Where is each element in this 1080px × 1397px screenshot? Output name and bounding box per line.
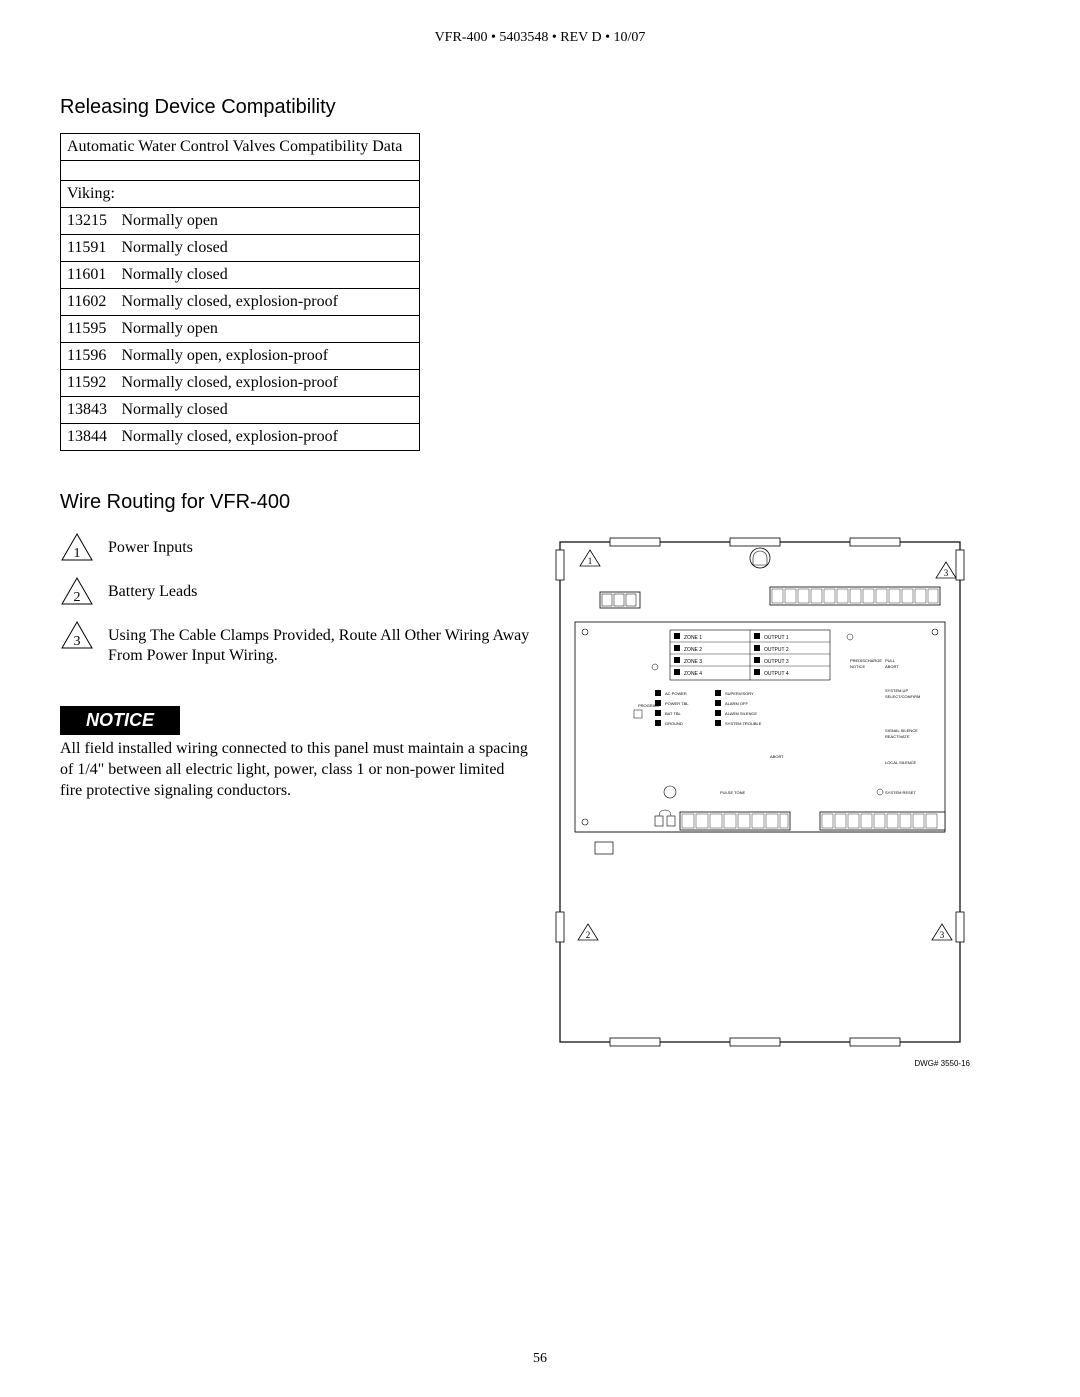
callout-text: Using The Cable Clamps Provided, Route A… [108,620,530,666]
document-header: VFR-400 • 5403548 • REV D • 10/07 [60,30,1020,46]
notice-badge: NOTICE [60,706,180,735]
two-column-layout: 1 Power Inputs 2 Battery Leads 3 [60,532,1020,1068]
svg-text:SUPERVISORY: SUPERVISORY [725,691,754,696]
callout-row: 2 Battery Leads [60,576,530,606]
svg-text:ABORT: ABORT [885,664,899,669]
svg-text:PULL: PULL [885,658,896,663]
desc-cell: Normally closed [116,262,420,289]
svg-text:OUTPUT 2: OUTPUT 2 [764,647,789,653]
svg-text:BAT TBL: BAT TBL [665,711,682,716]
page: VFR-400 • 5403548 • REV D • 10/07 Releas… [0,0,1080,1397]
notice-text: All field installed wiring connected to … [60,739,530,801]
desc-cell: Normally closed [116,397,420,424]
wire-routing-section: Wire Routing for VFR-400 1 Power Inputs … [60,491,1020,1068]
svg-text:LOCAL SILENCE: LOCAL SILENCE [885,760,917,765]
svg-text:NOTICE: NOTICE [850,664,865,669]
table-row: 11595Normally open [61,316,420,343]
svg-text:SYSTEM RESET: SYSTEM RESET [885,790,916,795]
svg-text:GROUND: GROUND [665,721,683,726]
code-cell: 11601 [61,262,116,289]
svg-text:OUTPUT 1: OUTPUT 1 [764,635,789,641]
section-heading-wire-routing: Wire Routing for VFR-400 [60,491,1020,514]
svg-text:ZONE 2: ZONE 2 [684,647,702,653]
table-blank-row [61,161,420,181]
drawing-number: DWG# 3550-16 [550,1059,970,1068]
svg-text:ZONE 1: ZONE 1 [684,635,702,641]
svg-text:3: 3 [944,568,949,578]
table-row: 11592Normally closed, explosion-proof [61,370,420,397]
svg-text:ZONE 3: ZONE 3 [684,659,702,665]
code-cell: 11592 [61,370,116,397]
desc-cell: Normally open [116,208,420,235]
svg-text:1: 1 [588,556,593,566]
code-cell: 11596 [61,343,116,370]
table-row: 11601Normally closed [61,262,420,289]
svg-text:PROGRAM: PROGRAM [638,703,659,708]
table-row: 13843Normally closed [61,397,420,424]
triangle-marker-icon: 1 [60,532,94,562]
svg-text:2: 2 [586,930,591,940]
section-heading-compatibility: Releasing Device Compatibility [60,96,1020,119]
svg-text:SYSTEM TROUBLE: SYSTEM TROUBLE [725,721,762,726]
table-row: 11591Normally closed [61,235,420,262]
table-title-cell: Automatic Water Control Valves Compatibi… [61,134,420,161]
svg-text:ABORT: ABORT [770,754,784,759]
callout-row: 3 Using The Cable Clamps Provided, Route… [60,620,530,666]
svg-text:POWER TBL: POWER TBL [665,701,689,706]
desc-cell: Normally open, explosion-proof [116,343,420,370]
svg-text:PULSE TONE: PULSE TONE [720,790,746,795]
svg-text:ALARM OFF: ALARM OFF [725,701,748,706]
code-cell: 13215 [61,208,116,235]
svg-text:SIGNAL SILENCE: SIGNAL SILENCE [885,728,918,733]
desc-cell: Normally closed, explosion-proof [116,289,420,316]
triangle-marker-icon: 3 [60,620,94,650]
table-brand-row: Viking: [61,181,420,208]
code-cell: 13843 [61,397,116,424]
svg-text:OUTPUT 3: OUTPUT 3 [764,659,789,665]
svg-text:1: 1 [74,546,81,561]
table-row: 11602Normally closed, explosion-proof [61,289,420,316]
table-row: 13215Normally open [61,208,420,235]
callout-text: Battery Leads [108,576,197,602]
code-cell: 11602 [61,289,116,316]
callout-row: 1 Power Inputs [60,532,530,562]
code-cell: 11595 [61,316,116,343]
svg-text:3: 3 [74,634,81,649]
svg-text:ZONE 4: ZONE 4 [684,671,702,677]
svg-text:OUTPUT 4: OUTPUT 4 [764,671,789,677]
desc-cell: Normally closed [116,235,420,262]
code-cell: 11591 [61,235,116,262]
triangle-marker-icon: 2 [60,576,94,606]
svg-text:2: 2 [74,590,81,605]
svg-text:SELECT/CONFIRM: SELECT/CONFIRM [885,694,920,699]
desc-cell: Normally open [116,316,420,343]
table-row: 13844Normally closed, explosion-proof [61,424,420,451]
svg-text:3: 3 [940,930,945,940]
wiring-diagram: ZONE 1 ZONE 2 ZONE 3 ZONE 4 OUTPUT 1 OUT… [550,532,970,1068]
desc-cell: Normally closed, explosion-proof [116,370,420,397]
page-number: 56 [0,1351,1080,1367]
compatibility-table: Automatic Water Control Valves Compatibi… [60,133,420,451]
callout-text: Power Inputs [108,532,193,558]
panel-diagram-svg: ZONE 1 ZONE 2 ZONE 3 ZONE 4 OUTPUT 1 OUT… [550,532,970,1052]
svg-text:PREDISCHARGE: PREDISCHARGE [850,658,882,663]
code-cell: 13844 [61,424,116,451]
svg-text:AC POWER: AC POWER [665,691,687,696]
left-column: 1 Power Inputs 2 Battery Leads 3 [60,532,530,801]
svg-text:ALARM SILENCE: ALARM SILENCE [725,711,757,716]
svg-text:SYSTEM UP: SYSTEM UP [885,688,908,693]
svg-text:REACTIVATE: REACTIVATE [885,734,910,739]
table-row: 11596Normally open, explosion-proof [61,343,420,370]
desc-cell: Normally closed, explosion-proof [116,424,420,451]
